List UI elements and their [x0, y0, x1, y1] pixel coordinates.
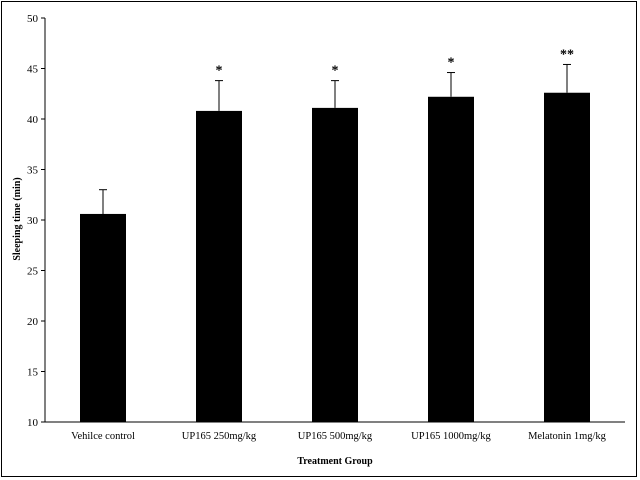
y-tick-label: 10: [27, 417, 39, 429]
y-tick-label: 25: [27, 266, 39, 278]
bars: [80, 63, 590, 423]
significance-mark: *: [216, 64, 223, 79]
y-tick-label: 45: [27, 64, 39, 76]
bar: [80, 213, 126, 422]
x-tick-label: UP165 250mg/kg: [182, 431, 257, 442]
y-tick-label: 50: [27, 13, 39, 25]
x-tick-label: Vehilce control: [71, 431, 135, 442]
bar: [312, 107, 358, 422]
y-axis-title: Sleeping time (min): [12, 177, 23, 260]
labels: 10 15 20 25 30 35 40 45 50 Vehilce control * UP165 …: [27, 13, 607, 442]
x-axis-title: Treatment Group: [297, 456, 373, 467]
bar: [428, 96, 474, 422]
x-tick-label: UP165 1000mg/kg: [411, 431, 491, 442]
x-tick-label: UP165 500mg/kg: [298, 431, 373, 442]
y-tick-label: 30: [27, 215, 39, 227]
x-tick-label: Melatonin 1mg/kg: [528, 431, 607, 442]
bar: [196, 110, 242, 423]
significance-mark: *: [332, 64, 339, 79]
significance-mark: *: [448, 56, 455, 71]
y-tick-label: 40: [27, 114, 39, 126]
y-tick-label: 15: [27, 367, 39, 379]
significance-mark: **: [560, 47, 574, 62]
y-tick-label: 20: [27, 316, 39, 328]
bar: [544, 92, 590, 423]
y-tick-label: 35: [27, 165, 39, 177]
